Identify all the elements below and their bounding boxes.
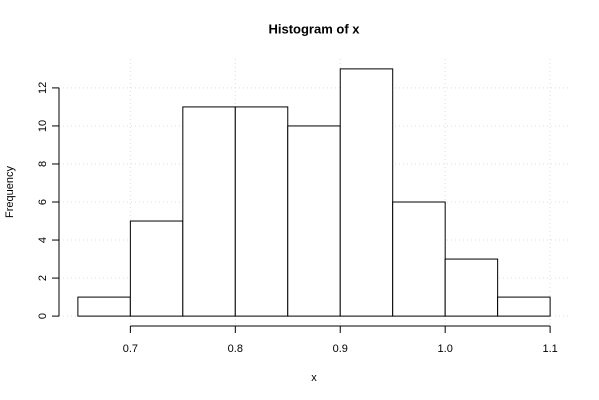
x-axis-label: x bbox=[311, 372, 317, 384]
y-tick-label: 0 bbox=[37, 313, 49, 319]
y-tick-label: 10 bbox=[37, 120, 49, 132]
chart-title: Histogram of x bbox=[268, 21, 360, 36]
y-tick-label: 8 bbox=[37, 161, 49, 167]
y-tick-label: 2 bbox=[37, 275, 49, 281]
x-tick-label: 0.9 bbox=[333, 343, 348, 355]
bar bbox=[182, 106, 236, 317]
bar bbox=[392, 201, 446, 317]
y-tick-label: 6 bbox=[37, 199, 49, 205]
x-tick-label: 0.8 bbox=[228, 343, 243, 355]
y-tick-label: 12 bbox=[37, 82, 49, 94]
bar bbox=[77, 296, 131, 317]
bar bbox=[497, 296, 551, 317]
y-axis-label: Frequency bbox=[4, 166, 16, 218]
bar bbox=[287, 125, 341, 317]
x-tick-label: 1.0 bbox=[438, 343, 453, 355]
bar bbox=[129, 220, 184, 317]
bar bbox=[234, 106, 289, 317]
bar bbox=[339, 68, 394, 317]
bar bbox=[444, 258, 499, 317]
x-tick-label: 1.1 bbox=[542, 343, 557, 355]
x-tick-label: 0.7 bbox=[123, 343, 138, 355]
y-tick-label: 4 bbox=[37, 237, 49, 243]
